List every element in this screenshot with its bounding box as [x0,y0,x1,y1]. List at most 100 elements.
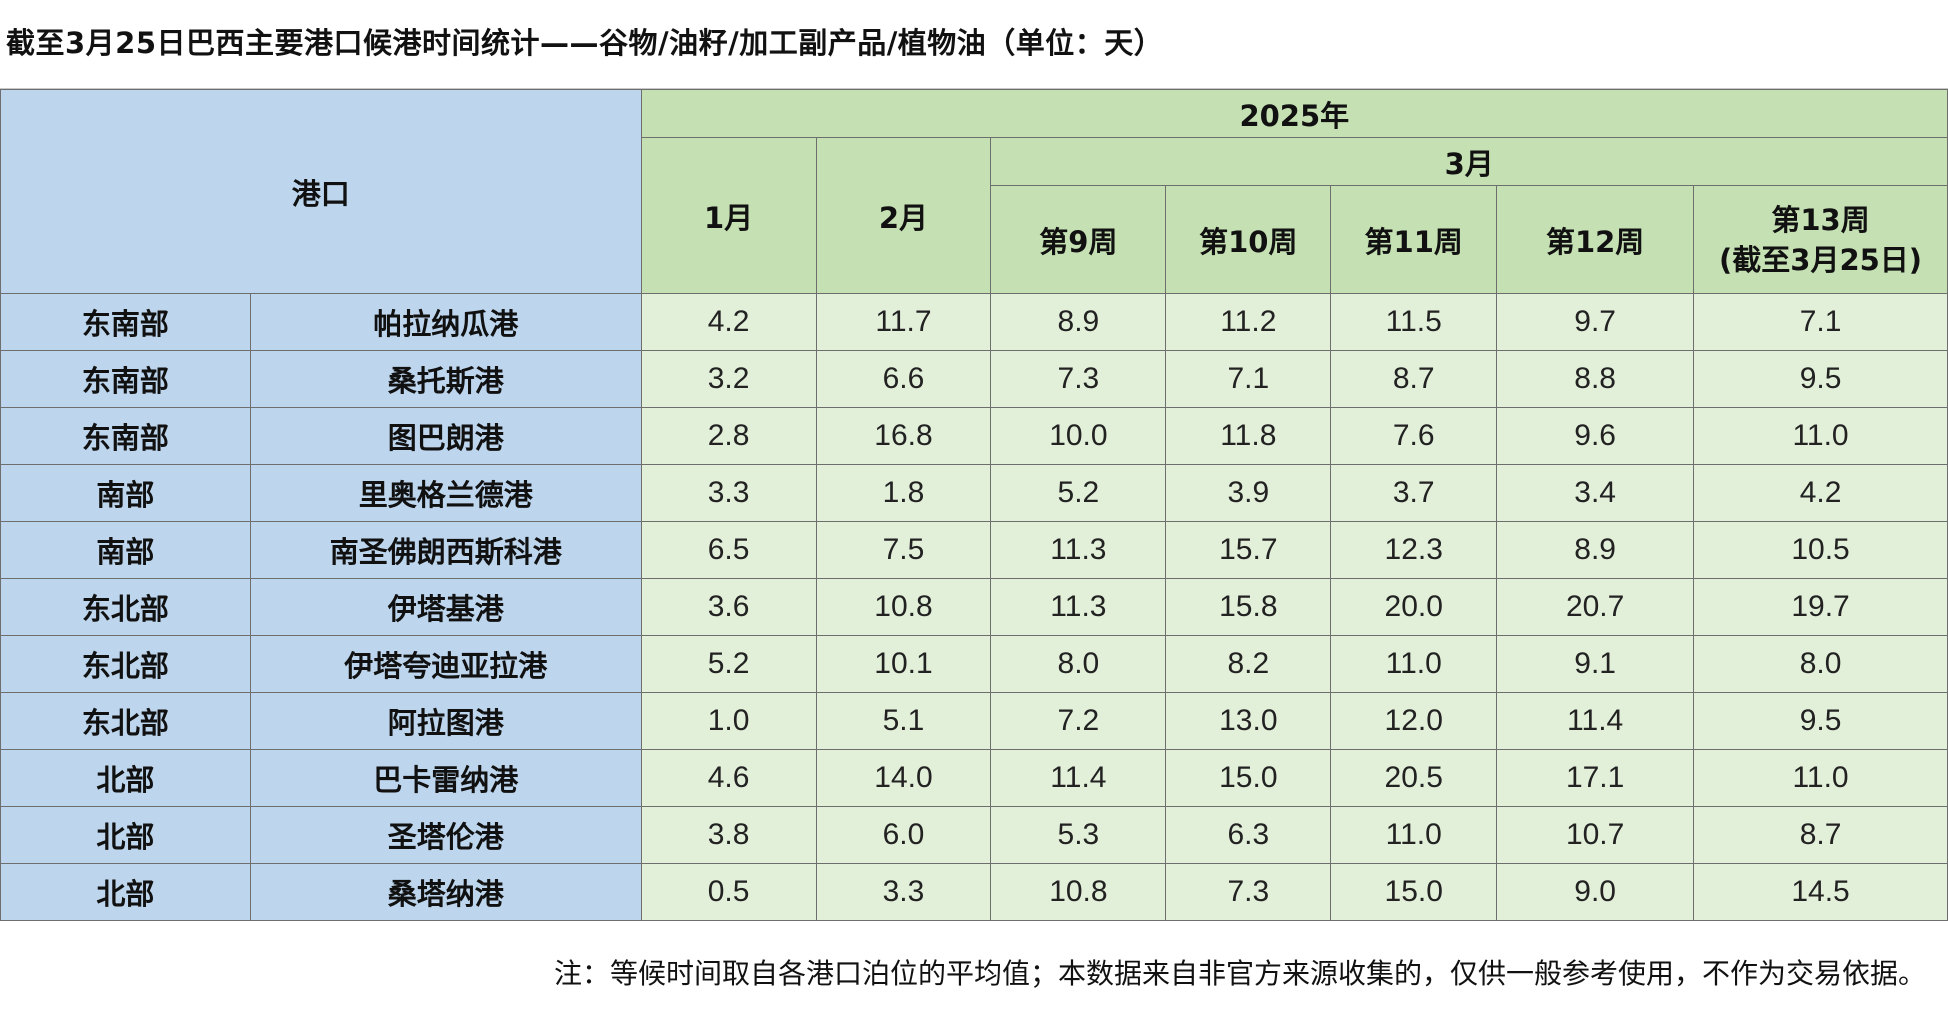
value-cell: 3.3 [815,863,992,921]
value-cell: 8.8 [1496,350,1695,408]
value-cell: 11.7 [815,293,992,351]
value-cell: 2.8 [640,407,817,465]
value-cell: 7.2 [990,692,1167,750]
port-cell: 伊塔基港 [249,578,642,636]
table-row: 东北部 伊塔基港 3.6 10.8 11.3 15.8 20.0 20.7 19.7 [0,578,1948,636]
header-week-11: 第11周 [1330,185,1498,294]
region-cell: 南部 [0,464,251,522]
value-cell: 10.5 [1693,521,1948,579]
value-cell: 11.0 [1693,407,1948,465]
value-cell: 8.7 [1330,350,1498,408]
value-cell: 1.0 [640,692,817,750]
value-cell: 11.8 [1165,407,1332,465]
value-cell: 9.1 [1496,635,1695,693]
region-cell: 南部 [0,521,251,579]
value-cell: 9.5 [1693,692,1948,750]
table-row: 东北部 伊塔夸迪亚拉港 5.2 10.1 8.0 8.2 11.0 9.1 8.0 [0,635,1948,693]
value-cell: 4.2 [1693,464,1948,522]
value-cell: 5.2 [640,635,817,693]
table-row: 南部 南圣佛朗西斯科港 6.5 7.5 11.3 15.7 12.3 8.9 10.5 [0,521,1948,579]
value-cell: 8.2 [1165,635,1332,693]
value-cell: 11.0 [1330,806,1498,864]
table-row: 北部 巴卡雷纳港 4.6 14.0 11.4 15.0 20.5 17.1 11.0 [0,749,1948,807]
value-cell: 20.7 [1496,578,1695,636]
table-row: 东北部 阿拉图港 1.0 5.1 7.2 13.0 12.0 11.4 9.5 [0,692,1948,750]
table-row: 东南部 帕拉纳瓜港 4.2 11.7 8.9 11.2 11.5 9.7 7.1 [0,293,1948,351]
port-cell: 图巴朗港 [249,407,642,465]
value-cell: 0.5 [640,863,817,921]
value-cell: 8.9 [1496,521,1695,579]
table-row: 北部 圣塔伦港 3.8 6.0 5.3 6.3 11.0 10.7 8.7 [0,806,1948,864]
value-cell: 20.5 [1330,749,1498,807]
port-cell: 阿拉图港 [249,692,642,750]
value-cell: 7.6 [1330,407,1498,465]
port-cell: 圣塔伦港 [249,806,642,864]
port-cell: 桑塔纳港 [249,863,642,921]
value-cell: 3.7 [1330,464,1498,522]
table-row: 南部 里奥格兰德港 3.3 1.8 5.2 3.9 3.7 3.4 4.2 [0,464,1948,522]
value-cell: 6.0 [815,806,992,864]
value-cell: 14.0 [815,749,992,807]
value-cell: 9.5 [1693,350,1948,408]
value-cell: 3.8 [640,806,817,864]
region-cell: 东北部 [0,692,251,750]
value-cell: 5.1 [815,692,992,750]
port-cell: 伊塔夸迪亚拉港 [249,635,642,693]
port-cell: 南圣佛朗西斯科港 [249,521,642,579]
header-week-13: 第13周 (截至3月25日) [1693,185,1948,294]
region-cell: 东南部 [0,407,251,465]
value-cell: 5.2 [990,464,1167,522]
region-cell: 北部 [0,863,251,921]
port-cell: 巴卡雷纳港 [249,749,642,807]
table-row: 东南部 图巴朗港 2.8 16.8 10.0 11.8 7.6 9.6 11.0 [0,407,1948,465]
header-week-13-note: (截至3月25日) [1719,242,1923,277]
value-cell: 7.1 [1165,350,1332,408]
table-title: 截至3月25日巴西主要港口候港时间统计——谷物/油籽/加工副产品/植物油（单位：… [6,26,1164,60]
value-cell: 11.0 [1330,635,1498,693]
port-cell: 桑托斯港 [249,350,642,408]
value-cell: 11.4 [990,749,1167,807]
value-cell: 15.8 [1165,578,1332,636]
table-row: 北部 桑塔纳港 0.5 3.3 10.8 7.3 15.0 9.0 14.5 [0,863,1948,921]
header-week-12: 第12周 [1496,185,1695,294]
port-cell: 帕拉纳瓜港 [249,293,642,351]
value-cell: 9.7 [1496,293,1695,351]
value-cell: 7.1 [1693,293,1948,351]
value-cell: 15.0 [1330,863,1498,921]
value-cell: 3.6 [640,578,817,636]
value-cell: 10.8 [815,578,992,636]
value-cell: 1.8 [815,464,992,522]
value-cell: 10.0 [990,407,1167,465]
value-cell: 10.1 [815,635,992,693]
footnote: 注：等候时间取自各港口泊位的平均值；本数据来自非官方来源收集的，仅供一般参考使用… [553,957,1926,990]
value-cell: 11.3 [990,578,1167,636]
table-row: 东南部 桑托斯港 3.2 6.6 7.3 7.1 8.7 8.8 9.5 [0,350,1948,408]
value-cell: 4.2 [640,293,817,351]
value-cell: 17.1 [1496,749,1695,807]
value-cell: 20.0 [1330,578,1498,636]
value-cell: 11.4 [1496,692,1695,750]
value-cell: 8.0 [1693,635,1948,693]
value-cell: 6.6 [815,350,992,408]
region-cell: 北部 [0,806,251,864]
header-mar: 3月 [990,137,1948,186]
value-cell: 9.0 [1496,863,1695,921]
value-cell: 12.3 [1330,521,1498,579]
header-week-13-label: 第13周 [1771,202,1870,237]
value-cell: 8.9 [990,293,1167,351]
region-cell: 北部 [0,749,251,807]
header-port: 港口 [0,89,642,294]
value-cell: 5.3 [990,806,1167,864]
value-cell: 3.3 [640,464,817,522]
title-divider [0,88,1948,89]
region-cell: 东南部 [0,350,251,408]
port-waiting-time-table: 港口 2025年 1月 2月 3月 第9周 第10周 第11周 第12周 第13… [0,89,1948,921]
value-cell: 7.3 [1165,863,1332,921]
value-cell: 11.2 [1165,293,1332,351]
value-cell: 3.4 [1496,464,1695,522]
table-body: 东南部 帕拉纳瓜港 4.2 11.7 8.9 11.2 11.5 9.7 7.1 东南部 桑托斯港 3… [0,293,1948,921]
header-year: 2025年 [640,89,1948,138]
value-cell: 6.3 [1165,806,1332,864]
value-cell: 4.6 [640,749,817,807]
value-cell: 10.8 [990,863,1167,921]
